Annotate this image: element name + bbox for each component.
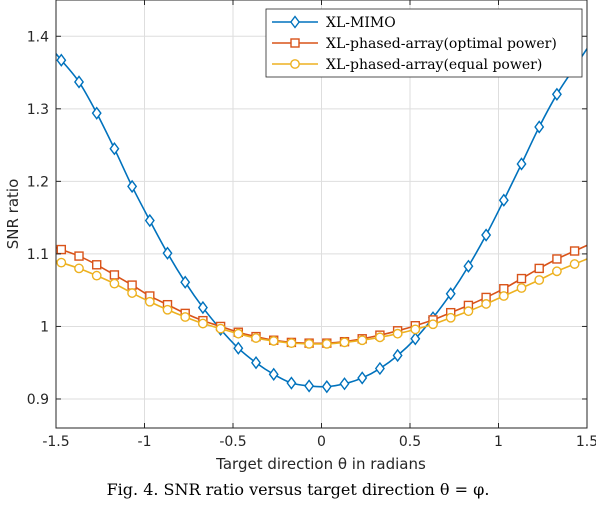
x-tick-label: -1.5 [42, 434, 69, 450]
legend-label: XL-phased-array(equal power) [326, 57, 542, 73]
data-point [197, 300, 208, 315]
data-point [144, 213, 155, 228]
data-point [392, 348, 403, 363]
data-point [516, 283, 527, 293]
data-point [445, 312, 456, 323]
data-point [410, 324, 421, 335]
data-point [410, 332, 421, 346]
data-point [534, 275, 545, 285]
data-point [357, 335, 368, 346]
legend-marker [290, 15, 300, 29]
series-2 [55, 257, 588, 349]
x-tick-label: -0.5 [219, 434, 246, 450]
y-tick-label: 1.2 [27, 174, 49, 190]
data-point [109, 270, 120, 280]
data-point [91, 270, 102, 281]
data-point [251, 356, 262, 370]
y-tick-label: 1 [40, 319, 49, 335]
grid-lines [55, 0, 588, 428]
data-point [552, 266, 562, 277]
data-point [198, 318, 208, 329]
y-tick-label: 1.1 [27, 247, 49, 263]
data-point [321, 379, 332, 394]
y-tick-label: 0.9 [27, 392, 49, 408]
data-point [251, 333, 261, 343]
data-point [144, 296, 155, 307]
data-point [445, 287, 456, 301]
data-point [56, 257, 67, 268]
data-point [268, 367, 279, 381]
data-point [74, 251, 84, 261]
data-point [481, 228, 492, 242]
legend-marker [290, 59, 300, 69]
data-point [498, 291, 509, 301]
data-point [268, 336, 279, 346]
y-tick-label: 1.3 [27, 102, 49, 118]
data-point [516, 157, 527, 171]
data-point [56, 53, 67, 67]
data-point [392, 328, 403, 339]
data-point [304, 379, 315, 393]
x-tick-label: 1.5 [576, 434, 596, 450]
data-point [127, 179, 138, 194]
data-point [463, 259, 474, 273]
data-point [233, 341, 244, 355]
legend-label: XL-MIMO [326, 15, 396, 31]
data-point [534, 263, 544, 274]
data-point [304, 338, 315, 349]
x-tick-label: -1 [138, 434, 152, 450]
data-point [127, 288, 138, 298]
figure-caption: Fig. 4. SNR ratio versus target directio… [106, 480, 490, 499]
x-tick-label: 0.5 [399, 434, 421, 450]
data-point [233, 328, 244, 339]
data-point [569, 259, 580, 269]
y-tick-label: 1.4 [27, 29, 49, 45]
data-point [109, 142, 120, 156]
data-point [180, 312, 191, 322]
data-point [162, 246, 173, 260]
data-point [74, 75, 85, 89]
x-tick-label: 1 [494, 434, 503, 450]
x-axis-label: Target direction θ in radians [215, 455, 426, 473]
ticks: -1.5 -1 -0.5 0 0.5 1 1.5 0.9 1 1.1 1.2 1.3 1.4 [27, 0, 596, 450]
data-point [374, 361, 385, 376]
data-point [56, 244, 67, 255]
x-tick-label: 0 [317, 434, 326, 450]
legend-marker [290, 38, 300, 48]
data-point [215, 323, 226, 334]
data-point [321, 338, 332, 349]
data-point [357, 371, 368, 385]
data-point [127, 280, 137, 290]
data-point [569, 246, 580, 256]
data-point [552, 254, 562, 264]
data-point [109, 278, 120, 289]
data-point [162, 304, 173, 315]
data-point [463, 306, 474, 317]
data-point [339, 377, 350, 391]
y-axis-label: SNR ratio [4, 179, 22, 250]
legend-box [265, 8, 583, 78]
snr-chart: -1.5 -1 -0.5 0 0.5 1 1.5 0.9 1 1.1 1.2 1.3 1.4 Targe… [4, 0, 596, 473]
data-point [286, 376, 297, 390]
data-point [534, 120, 545, 134]
legend: XL-MIMO XL-phased-array(optimal power) XL-… [265, 8, 583, 78]
data-point [516, 273, 527, 284]
data-point [74, 263, 84, 274]
data-point [339, 337, 350, 348]
data-point [375, 332, 385, 343]
data-point [92, 260, 102, 270]
data-point [286, 338, 297, 349]
series-layer [55, 48, 588, 394]
data-point [498, 193, 509, 207]
data-point [91, 106, 102, 120]
data-point [481, 299, 492, 309]
data-point [428, 319, 438, 330]
data-point [180, 275, 191, 289]
legend-label: XL-phased-array(optimal power) [326, 36, 557, 52]
data-point [551, 87, 562, 101]
